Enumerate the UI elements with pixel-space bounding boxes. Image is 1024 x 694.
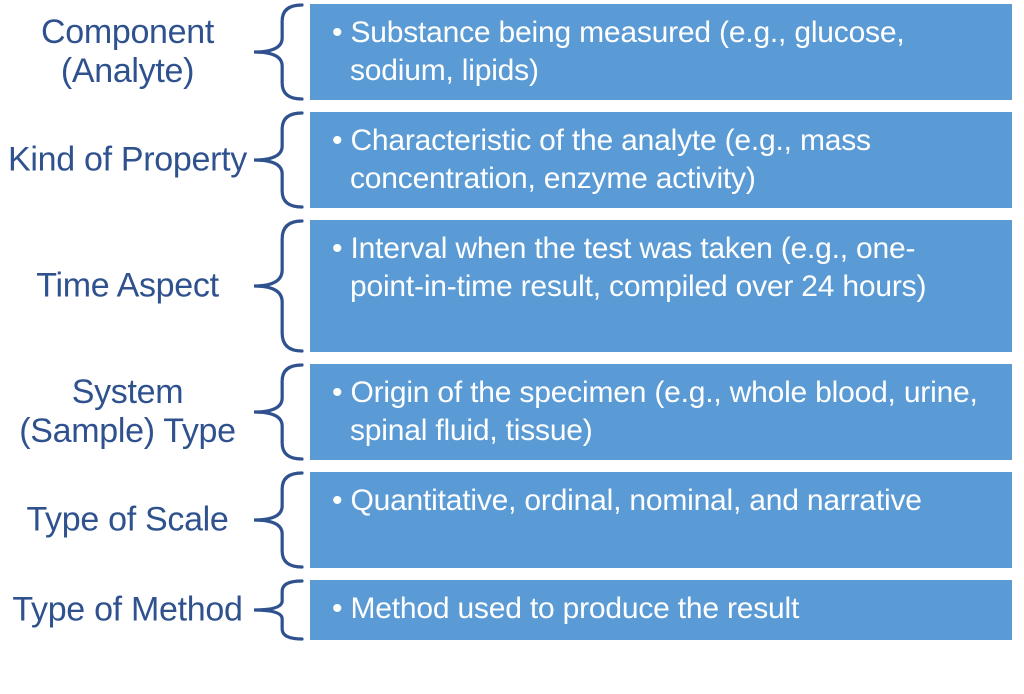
description-box: Interval when the test was taken (e.g., … bbox=[308, 218, 1014, 354]
curly-brace-icon bbox=[252, 362, 304, 462]
row-label: Type of Scale bbox=[0, 500, 255, 539]
diagram-row: Time Aspect Interval when the test was ta… bbox=[0, 218, 1024, 354]
description-box: Characteristic of the analyte (e.g., mas… bbox=[308, 110, 1014, 210]
diagram-row: Component (Analyte) Substance being measu… bbox=[0, 2, 1024, 102]
description-text: Origin of the specimen (e.g., whole bloo… bbox=[332, 376, 978, 447]
diagram-row: Type of Method Method used to produce the… bbox=[0, 578, 1024, 642]
curly-brace-icon bbox=[252, 2, 304, 102]
curly-brace-icon bbox=[252, 218, 304, 354]
row-label: Component (Analyte) bbox=[0, 13, 255, 91]
description-text: Substance being measured (e.g., glucose,… bbox=[332, 16, 904, 87]
description-text: Interval when the test was taken (e.g., … bbox=[332, 232, 926, 303]
description-box: Origin of the specimen (e.g., whole bloo… bbox=[308, 362, 1014, 462]
curly-brace-icon bbox=[252, 110, 304, 210]
row-label: System (Sample) Type bbox=[0, 373, 255, 451]
curly-brace-icon bbox=[252, 578, 304, 642]
diagram-row: Type of Scale Quantitative, ordinal, nomi… bbox=[0, 470, 1024, 570]
diagram-row: System (Sample) Type Origin of the specim… bbox=[0, 362, 1024, 462]
row-label: Time Aspect bbox=[0, 266, 255, 305]
description-box: Quantitative, ordinal, nominal, and narr… bbox=[308, 470, 1014, 570]
diagram-row: Kind of Property Characteristic of the an… bbox=[0, 110, 1024, 210]
description-box: Substance being measured (e.g., glucose,… bbox=[308, 2, 1014, 102]
description-text: Quantitative, ordinal, nominal, and narr… bbox=[332, 484, 922, 517]
description-text: Characteristic of the analyte (e.g., mas… bbox=[332, 124, 871, 195]
curly-brace-icon bbox=[252, 470, 304, 570]
row-label: Kind of Property bbox=[0, 140, 255, 179]
row-label: Type of Method bbox=[0, 590, 255, 629]
description-box: Method used to produce the result bbox=[308, 578, 1014, 642]
description-text: Method used to produce the result bbox=[332, 592, 799, 625]
